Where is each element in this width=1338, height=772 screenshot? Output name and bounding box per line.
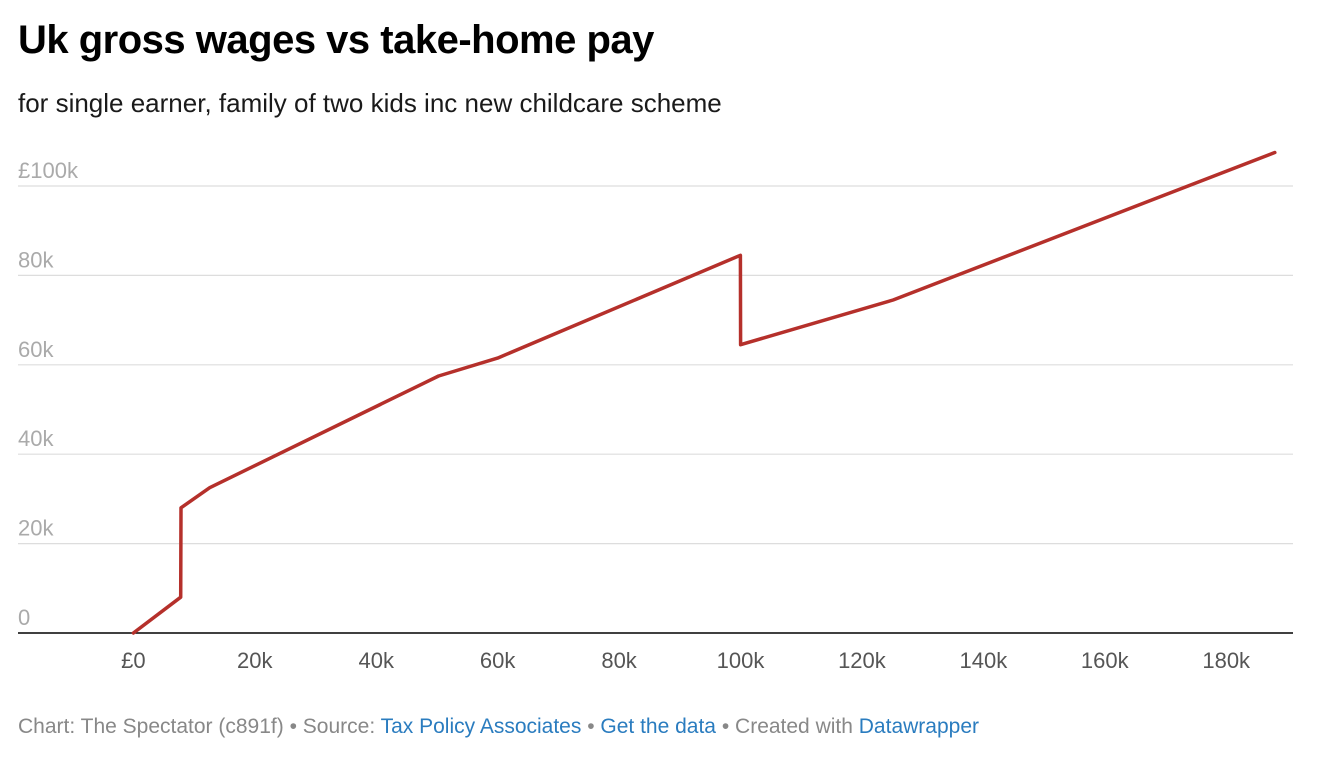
y-axis-ticks: 0 20k 40k 60k 80k £100k	[18, 158, 79, 630]
chart-title: Uk gross wages vs take-home pay	[18, 18, 654, 62]
y-tick-label: 60k	[18, 337, 54, 362]
source-link[interactable]: Tax Policy Associates	[380, 715, 582, 738]
get-data-link[interactable]: Get the data	[600, 715, 716, 738]
x-tick-label: 40k	[358, 648, 394, 673]
footer-separator: •	[581, 715, 601, 738]
x-tick-label: 140k	[959, 648, 1008, 673]
y-tick-label: £100k	[18, 158, 79, 183]
x-tick-label: 100k	[717, 648, 766, 673]
created-with-prefix: Created with	[735, 715, 859, 738]
x-tick-label: 80k	[601, 648, 637, 673]
chart-credit: Chart: The Spectator (c891f)	[18, 715, 284, 738]
series-line	[131, 150, 1277, 635]
x-tick-label: 60k	[480, 648, 516, 673]
x-tick-label: 20k	[237, 648, 273, 673]
x-axis-ticks: £0 20k 40k 60k 80k 100k 120k 140k 160k 180k	[121, 648, 1251, 673]
datawrapper-link[interactable]: Datawrapper	[858, 715, 979, 738]
x-tick-label: 120k	[838, 648, 887, 673]
series-group	[131, 150, 1277, 635]
y-tick-label: 20k	[18, 516, 54, 541]
chart-footer: Chart: The Spectator (c891f) • Source: T…	[18, 715, 979, 739]
x-tick-label: £0	[121, 648, 145, 673]
y-tick-label: 0	[18, 605, 30, 630]
chart-subtitle: for single earner, family of two kids in…	[18, 88, 722, 118]
y-tick-label: 40k	[18, 426, 54, 451]
line-chart: 0 20k 40k 60k 80k £100k £0 20k 40k 60k 80k 100k 120…	[18, 150, 1293, 673]
x-tick-label: 160k	[1081, 648, 1130, 673]
y-tick-label: 80k	[18, 247, 54, 272]
source-prefix: Source:	[302, 715, 381, 738]
footer-separator: •	[716, 715, 736, 738]
footer-separator: •	[283, 715, 303, 738]
x-tick-label: 180k	[1202, 648, 1251, 673]
grid-lines	[18, 185, 1293, 545]
